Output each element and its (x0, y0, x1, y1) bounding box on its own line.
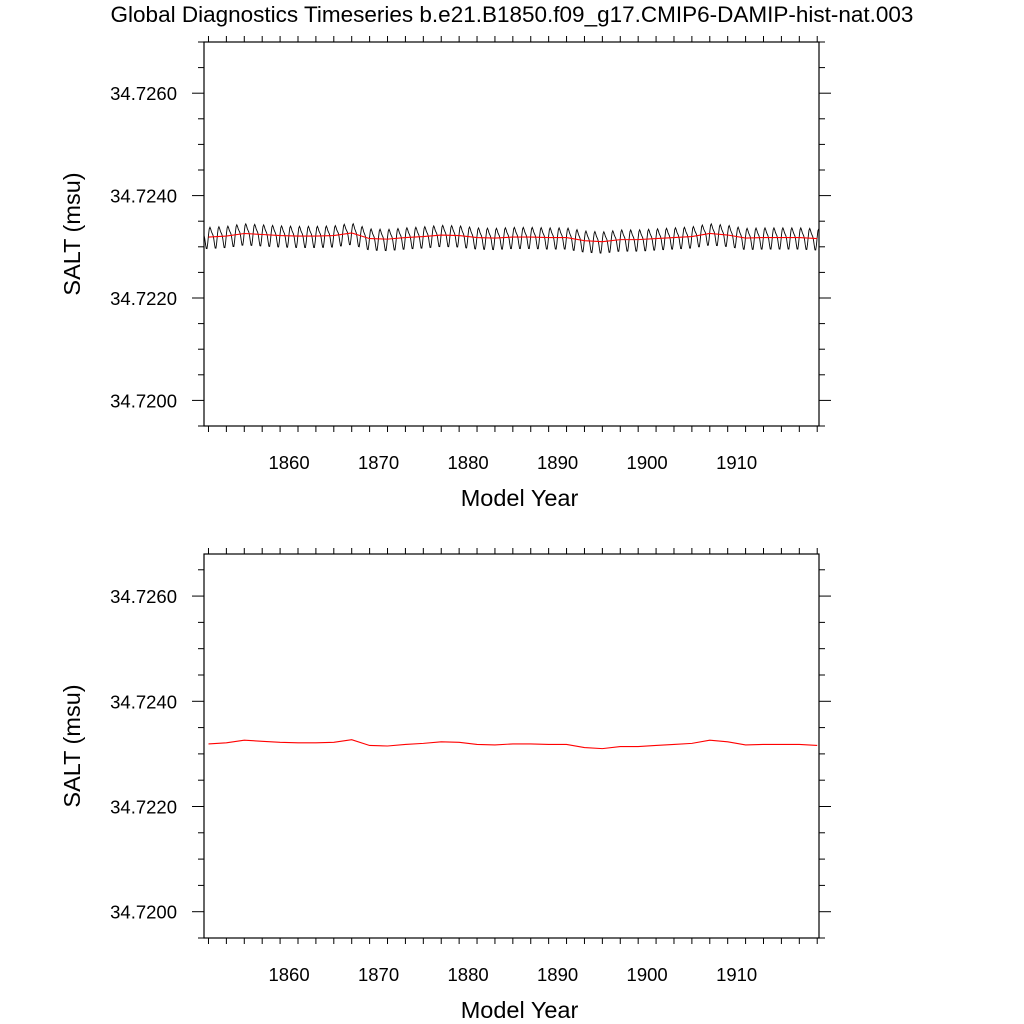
plot-frame (203, 41, 820, 427)
figure-title: Global Diagnostics Timeseries b.e21.B185… (110, 2, 914, 27)
x-tick-label: 1910 (716, 964, 757, 985)
x-tick-label: 1870 (358, 452, 399, 473)
x-tick-label: 1860 (268, 452, 309, 473)
x-tick-label: 1910 (716, 452, 757, 473)
x-tick-label: 1870 (358, 964, 399, 985)
x-axis-label: Model Year (461, 997, 579, 1023)
x-tick-label: 1900 (627, 964, 668, 985)
x-tick-label: 1860 (268, 964, 309, 985)
y-tick-label: 34.7260 (110, 83, 177, 104)
y-tick-label: 34.7240 (110, 186, 177, 207)
y-axis-label: SALT (msu) (59, 684, 85, 807)
y-tick-label: 34.7240 (110, 691, 177, 712)
x-tick-label: 1880 (448, 452, 489, 473)
x-tick-label: 1880 (448, 964, 489, 985)
y-tick-label: 34.7200 (110, 390, 177, 411)
y-tick-label: 34.7200 (110, 902, 177, 923)
x-axis-ticks (207, 548, 818, 944)
series-group (208, 739, 818, 750)
y-axis-label: SALT (msu) (59, 172, 85, 295)
annual-mean-line (208, 232, 818, 243)
x-tick-label: 1890 (537, 964, 578, 985)
plot-frame (203, 553, 820, 939)
panel-1: 1860 1870 1880 1890 1900 1910 34.7200 34.7220 34… (59, 36, 831, 511)
y-tick-label: 34.7220 (110, 288, 177, 309)
x-tick-label: 1890 (537, 452, 578, 473)
series-group (203, 222, 820, 254)
y-tick-label: 34.7220 (110, 796, 177, 817)
y-axis-ticks (192, 41, 831, 427)
y-axis-ticks (192, 569, 831, 939)
monthly-series-line (203, 222, 820, 254)
annual-mean-line (208, 739, 818, 750)
x-axis-ticks (207, 36, 818, 432)
x-axis-label: Model Year (461, 485, 579, 511)
y-tick-label: 34.7260 (110, 586, 177, 607)
panel-2: 1860 1870 1880 1890 1900 1910 34.7200 34.7220 34… (59, 548, 831, 1023)
x-tick-label: 1900 (627, 452, 668, 473)
